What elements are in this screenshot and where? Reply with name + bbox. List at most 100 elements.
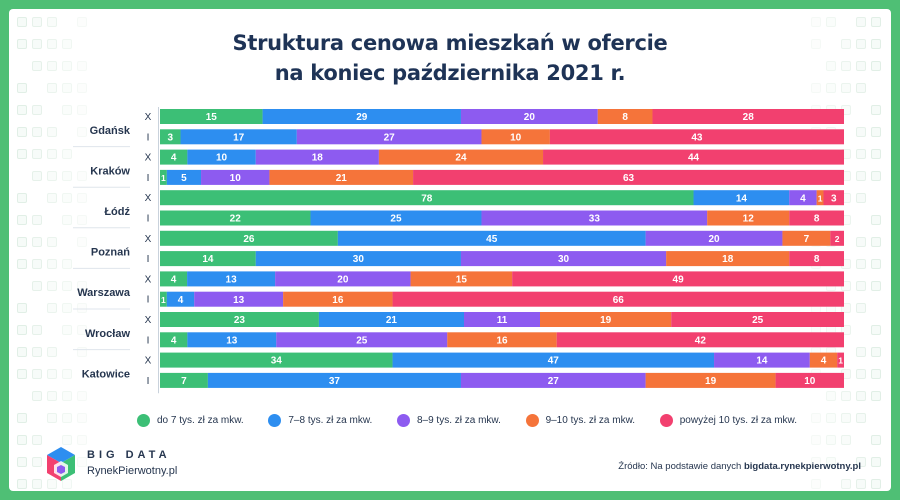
decorative-square (811, 479, 821, 489)
decorative-square (841, 39, 851, 49)
data-label: 33 (589, 214, 601, 225)
decorative-square (47, 479, 57, 489)
decorative-square (841, 413, 851, 423)
data-label: 18 (722, 254, 734, 265)
legend-label: 9–10 tys. zł za mkw. (545, 414, 636, 426)
decorative-square (32, 281, 42, 291)
decorative-square (47, 303, 57, 313)
decorative-square (856, 369, 866, 379)
decorative-square (77, 457, 87, 467)
bar-segment (782, 230, 831, 246)
decorative-square (77, 237, 87, 247)
decorative-square (47, 391, 57, 401)
bar-segment (269, 169, 414, 185)
bar-segment (275, 271, 411, 287)
data-label: 4 (171, 153, 177, 164)
decorative-square (47, 259, 57, 269)
decorative-square (871, 127, 881, 137)
bar-segment (789, 190, 817, 206)
legend-swatch (268, 413, 282, 427)
decorative-square (62, 281, 72, 291)
bar-segment (255, 149, 379, 165)
decorative-square (32, 237, 42, 247)
chart-title-line1: Struktura cenowa mieszkań w ofercie (232, 31, 668, 55)
decorative-square (811, 435, 821, 445)
bar-segment (714, 352, 810, 368)
source-link[interactable]: bigdata.rynekpierwotny.pl (743, 461, 861, 472)
decorative-square (62, 83, 72, 93)
decorative-square (62, 391, 72, 401)
bar-segment (187, 332, 277, 348)
legend-swatch (137, 413, 150, 427)
data-label: 14 (202, 254, 214, 265)
decorative-square (77, 391, 87, 401)
bar-segment (481, 129, 550, 145)
decorative-square (871, 215, 881, 225)
decorative-square (47, 413, 57, 423)
bar-segment (823, 190, 844, 206)
decorative-square (17, 105, 27, 115)
bar-segment (410, 271, 513, 287)
month-label: I (147, 376, 150, 387)
data-label: 42 (695, 335, 707, 346)
month-label: X (145, 274, 152, 285)
data-label: 20 (708, 234, 720, 245)
month-label: I (147, 173, 150, 184)
data-label: 26 (243, 234, 255, 245)
decorative-square (62, 193, 72, 203)
data-label: 7 (804, 234, 810, 245)
decorative-square (32, 479, 42, 489)
data-label: 49 (673, 275, 685, 286)
data-label: 8 (622, 112, 628, 123)
data-label: 4 (171, 275, 177, 286)
data-label: 22 (230, 214, 242, 225)
data-label: 43 (691, 132, 703, 143)
decorative-square (32, 347, 42, 357)
bar-segment (160, 230, 338, 246)
decorative-square (841, 391, 851, 401)
bar-segment (447, 332, 557, 348)
data-label: 37 (329, 376, 341, 387)
decorative-square (17, 237, 27, 247)
decorative-square (77, 215, 87, 225)
bar-segment (160, 129, 181, 145)
decorative-square (871, 347, 881, 357)
decorative-square (77, 105, 87, 115)
decorative-square (826, 435, 836, 445)
month-label: I (147, 254, 150, 265)
legend-swatch (659, 413, 673, 427)
decorative-square (811, 457, 821, 467)
bar-segment (187, 271, 276, 287)
bar-segment (392, 352, 715, 368)
decorative-square (32, 105, 42, 115)
bar-segment (187, 149, 256, 165)
data-label: 45 (486, 234, 498, 245)
source-prefix: Źródło: Na podstawie danych (618, 461, 744, 472)
decorative-square (17, 149, 27, 159)
decorative-square (871, 479, 881, 489)
decorative-square (856, 303, 866, 313)
decorative-square (17, 413, 27, 423)
data-label: 3 (167, 132, 173, 143)
bar-segment (207, 372, 461, 388)
logo-text-bottom: RynekPierwotny.pl (87, 465, 178, 477)
chart-legend: do 7 tys. zł za mkw. 7–8 tys. zł za mkw. 8… (137, 409, 797, 431)
decorative-square (856, 413, 866, 423)
bar-segment (166, 169, 202, 185)
bar-segment (160, 251, 256, 267)
decorative-square (841, 325, 851, 335)
decorative-square (856, 237, 866, 247)
data-label: 5 (181, 173, 187, 184)
bar-segment (645, 230, 783, 246)
data-label: 11 (497, 315, 508, 326)
decorative-square (811, 413, 821, 423)
decorative-square (47, 61, 57, 71)
city-label: Warszawa (77, 287, 131, 299)
decorative-square (17, 17, 27, 27)
decorative-square (32, 369, 42, 379)
bar-segment (645, 372, 776, 388)
decorative-square (826, 457, 836, 467)
data-label: 28 (743, 112, 755, 123)
decorative-square (62, 435, 72, 445)
decorative-square (17, 369, 27, 379)
